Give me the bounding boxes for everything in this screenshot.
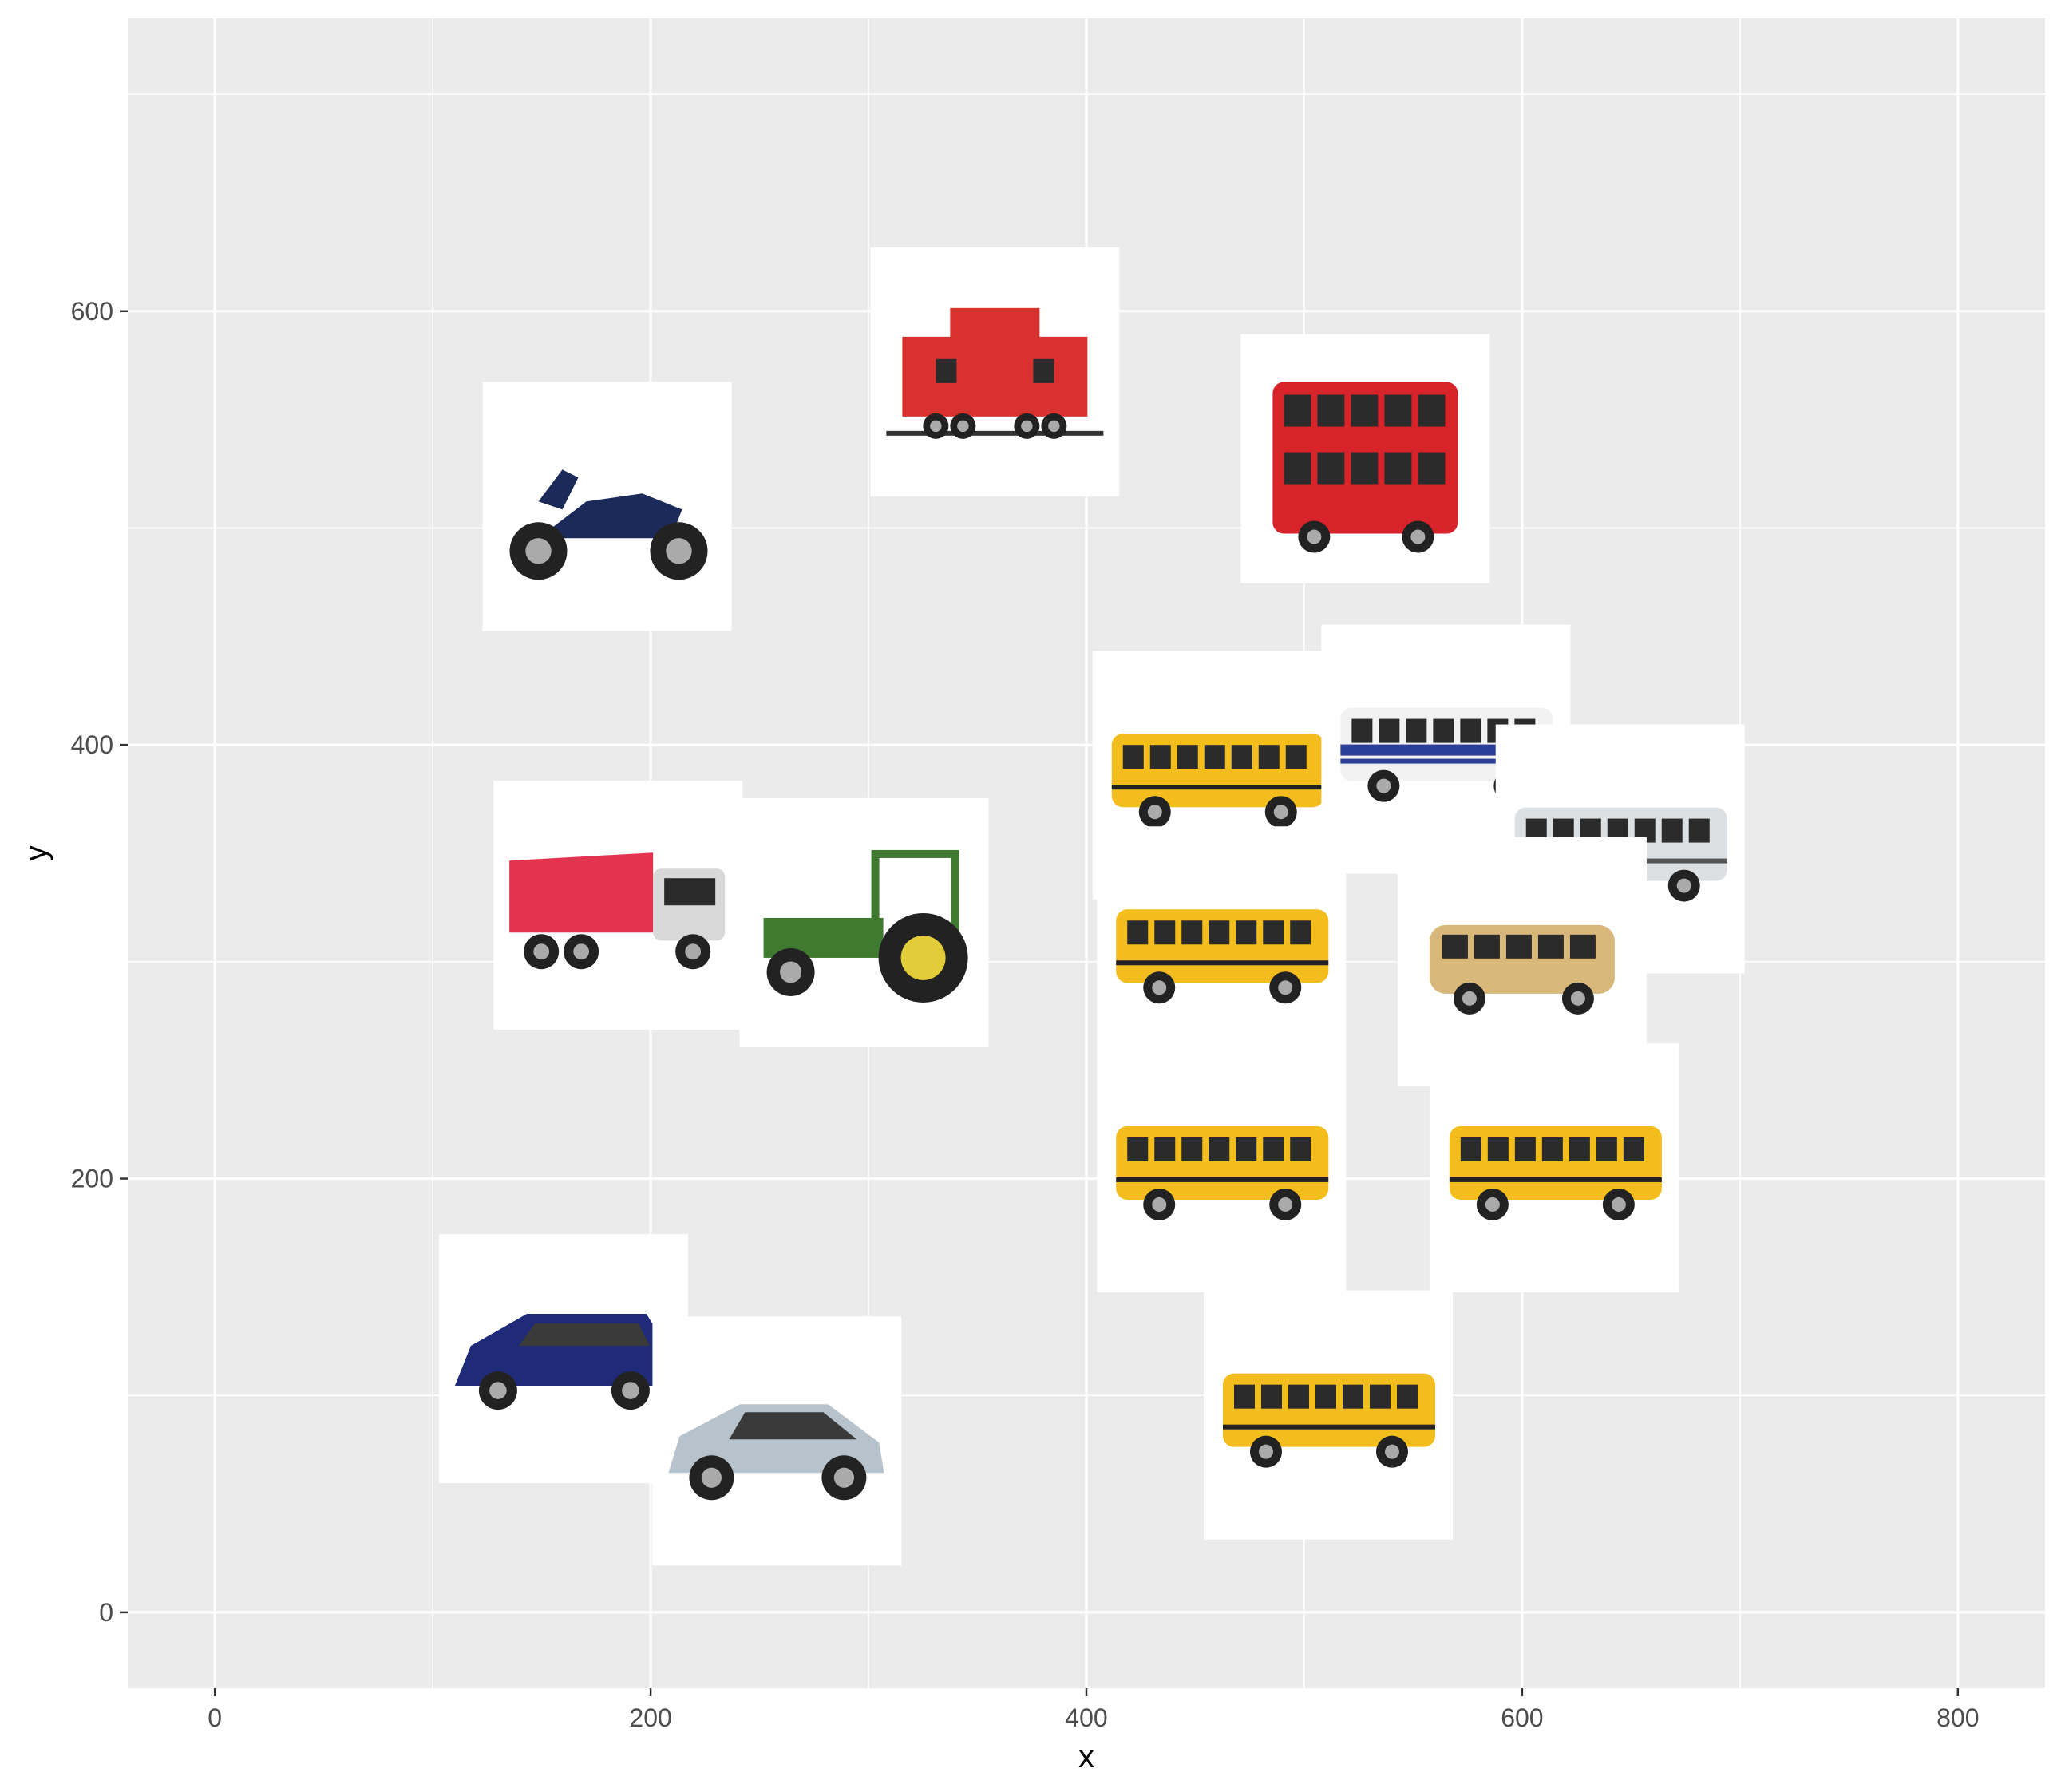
y-tick-label: 400	[71, 730, 113, 759]
x-tick-label: 600	[1501, 1703, 1543, 1732]
x-tick-label: 800	[1936, 1703, 1979, 1732]
school-bus-icon	[1203, 1290, 1453, 1540]
axis-ticks: 0 200 400 600 800 0 200 400 600	[71, 297, 1980, 1732]
minivan-icon	[438, 1234, 688, 1484]
y-tick-label: 600	[71, 297, 113, 326]
data-points	[438, 247, 1745, 1566]
school-bus-icon	[1097, 826, 1347, 1076]
dump-truck-icon	[493, 781, 743, 1030]
double-decker-bus-icon	[1240, 334, 1490, 583]
caboose-icon	[870, 247, 1120, 496]
motorcycle-icon	[482, 382, 732, 631]
y-tick-label: 0	[99, 1598, 113, 1627]
x-tick-label: 0	[208, 1703, 222, 1732]
y-axis-title: y	[18, 845, 53, 861]
x-tick-label: 200	[629, 1703, 671, 1732]
x-tick-label: 400	[1065, 1703, 1107, 1732]
school-bus-icon	[1097, 1042, 1347, 1292]
y-tick-label: 200	[71, 1165, 113, 1193]
tractor-icon	[739, 797, 989, 1047]
school-bus-icon	[1430, 1042, 1679, 1292]
hatchback-car-icon	[652, 1316, 902, 1566]
x-axis-title: x	[1078, 1739, 1094, 1774]
